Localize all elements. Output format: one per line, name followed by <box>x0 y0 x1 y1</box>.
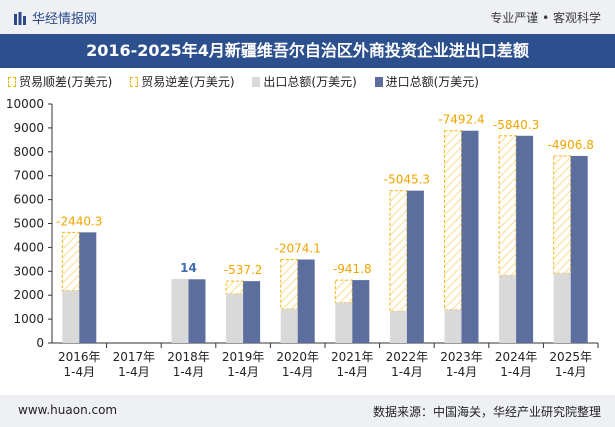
y-tick-label: 3000 <box>13 264 44 278</box>
x-tick-label: 1-4月 <box>446 365 478 379</box>
legend-item-deficit[interactable]: 贸易逆差(万美元) <box>130 73 235 90</box>
footer: www.huaon.com 数据来源：中国海关，华经产业研究院整理 <box>0 395 615 427</box>
x-tick-label: 2017年 <box>113 350 156 364</box>
y-tick-label: 2000 <box>13 288 44 302</box>
legend-label-deficit: 贸易逆差(万美元) <box>141 75 235 89</box>
import-bar <box>461 130 479 343</box>
y-tick-label: 7000 <box>13 169 44 183</box>
deficit-box <box>498 135 517 276</box>
deficit-box <box>225 280 244 295</box>
export-bar <box>280 309 298 343</box>
legend-item-import[interactable]: 进口总额(万美元) <box>374 73 479 90</box>
x-tick-label: 1-4月 <box>336 365 368 379</box>
brand-name: 华经情报网 <box>32 12 98 27</box>
deficit-data-label: -2440.3 <box>56 214 102 228</box>
x-tick-label: 1-4月 <box>282 365 314 379</box>
export-bar <box>62 290 80 343</box>
x-tick-label: 1-4月 <box>555 365 587 379</box>
legend-swatch-export <box>252 77 261 87</box>
export-bar <box>335 302 353 343</box>
legend-swatch-surplus <box>8 77 16 87</box>
y-tick-label: 1000 <box>13 312 44 326</box>
surplus-data-label: 14 <box>180 261 197 275</box>
x-tick-label: 1-4月 <box>391 365 423 379</box>
x-tick-label: 1-4月 <box>227 365 259 379</box>
x-tick-label: 1-4月 <box>63 365 95 379</box>
y-tick-label: 4000 <box>13 240 44 254</box>
legend-label-export: 出口总额(万美元) <box>263 75 357 89</box>
brand-logo-icon <box>14 12 26 25</box>
legend-swatch-import <box>374 77 383 87</box>
bar-chart: 0 1000 2000 3000 4000 5000 6000 7000 8000 9000 100… <box>6 97 599 379</box>
import-bar <box>406 190 424 343</box>
y-tick-label: 9000 <box>13 121 44 135</box>
export-bar <box>226 294 244 343</box>
deficit-box <box>61 231 80 292</box>
legend-label-surplus: 贸易顺差(万美元) <box>19 75 113 89</box>
x-tick-label: 2022年 <box>386 350 429 364</box>
deficit-data-label: -2074.1 <box>275 241 321 255</box>
x-tick-label: 1-4月 <box>118 365 150 379</box>
import-bar <box>516 135 534 343</box>
deficit-box <box>334 279 353 304</box>
x-tick-label: 2019年 <box>222 350 265 364</box>
y-tick-label: 6000 <box>13 193 44 207</box>
deficit-box <box>389 190 408 312</box>
deficit-data-label: -537.2 <box>224 263 263 277</box>
x-tick-label: 2021年 <box>331 350 374 364</box>
y-tick-label: 10000 <box>6 97 44 111</box>
brand[interactable]: 华经情报网 <box>14 8 97 27</box>
deficit-box <box>444 130 462 311</box>
deficit-data-label: -7492.4 <box>438 113 484 127</box>
import-bar <box>352 280 370 343</box>
x-tick-label: 2020年 <box>276 350 319 364</box>
import-bar <box>79 232 97 343</box>
export-bar <box>171 278 189 343</box>
y-tick-label: 0 <box>36 336 44 350</box>
import-bar <box>570 155 588 343</box>
export-bar <box>553 273 571 343</box>
x-tick-label: 2024年 <box>495 350 538 364</box>
deficit-data-label: -4906.8 <box>548 138 594 152</box>
deficit-data-label: -5045.3 <box>384 173 430 187</box>
deficit-box <box>553 155 572 274</box>
top-bar: 华经情报网 专业严谨 • 客观科学 <box>0 0 615 34</box>
legend: 贸易顺差(万美元) 贸易逆差(万美元) 出口总额(万美元) 进口总额(万美元) <box>8 73 493 91</box>
legend-label-import: 进口总额(万美元) <box>385 75 479 89</box>
export-bar <box>444 309 462 343</box>
deficit-data-label: -5840.3 <box>493 118 539 132</box>
chart-title: 2016-2025年4月新疆维吾尔自治区外商投资企业进出口差额 <box>86 41 529 60</box>
legend-item-export[interactable]: 出口总额(万美元) <box>252 73 357 90</box>
import-bar <box>188 279 206 343</box>
y-tick-label: 5000 <box>13 217 44 231</box>
y-tick-label: 8000 <box>13 145 44 159</box>
x-tick-label: 2023年 <box>440 350 483 364</box>
title-bar: 2016-2025年4月新疆维吾尔自治区外商投资企业进出口差额 <box>0 34 615 68</box>
x-tick-label: 1-4月 <box>173 365 205 379</box>
import-bar <box>243 281 261 343</box>
x-tick-label: 1-4月 <box>500 365 532 379</box>
x-tick-label: 2018年 <box>167 350 210 364</box>
slogan: 专业严谨 • 客观科学 <box>490 11 601 25</box>
footer-source: 数据来源：中国海关，华经产业研究院整理 <box>372 405 601 419</box>
export-bar <box>499 275 517 343</box>
x-tick-label: 2025年 <box>549 350 592 364</box>
footer-url[interactable]: www.huaon.com <box>18 403 118 417</box>
legend-item-surplus[interactable]: 贸易顺差(万美元) <box>8 73 112 90</box>
legend-swatch-deficit <box>130 77 139 87</box>
import-bar <box>297 259 315 343</box>
export-bar <box>389 311 407 343</box>
x-tick-label: 2016年 <box>58 350 101 364</box>
deficit-box <box>280 258 299 310</box>
deficit-data-label: -941.8 <box>333 262 372 276</box>
